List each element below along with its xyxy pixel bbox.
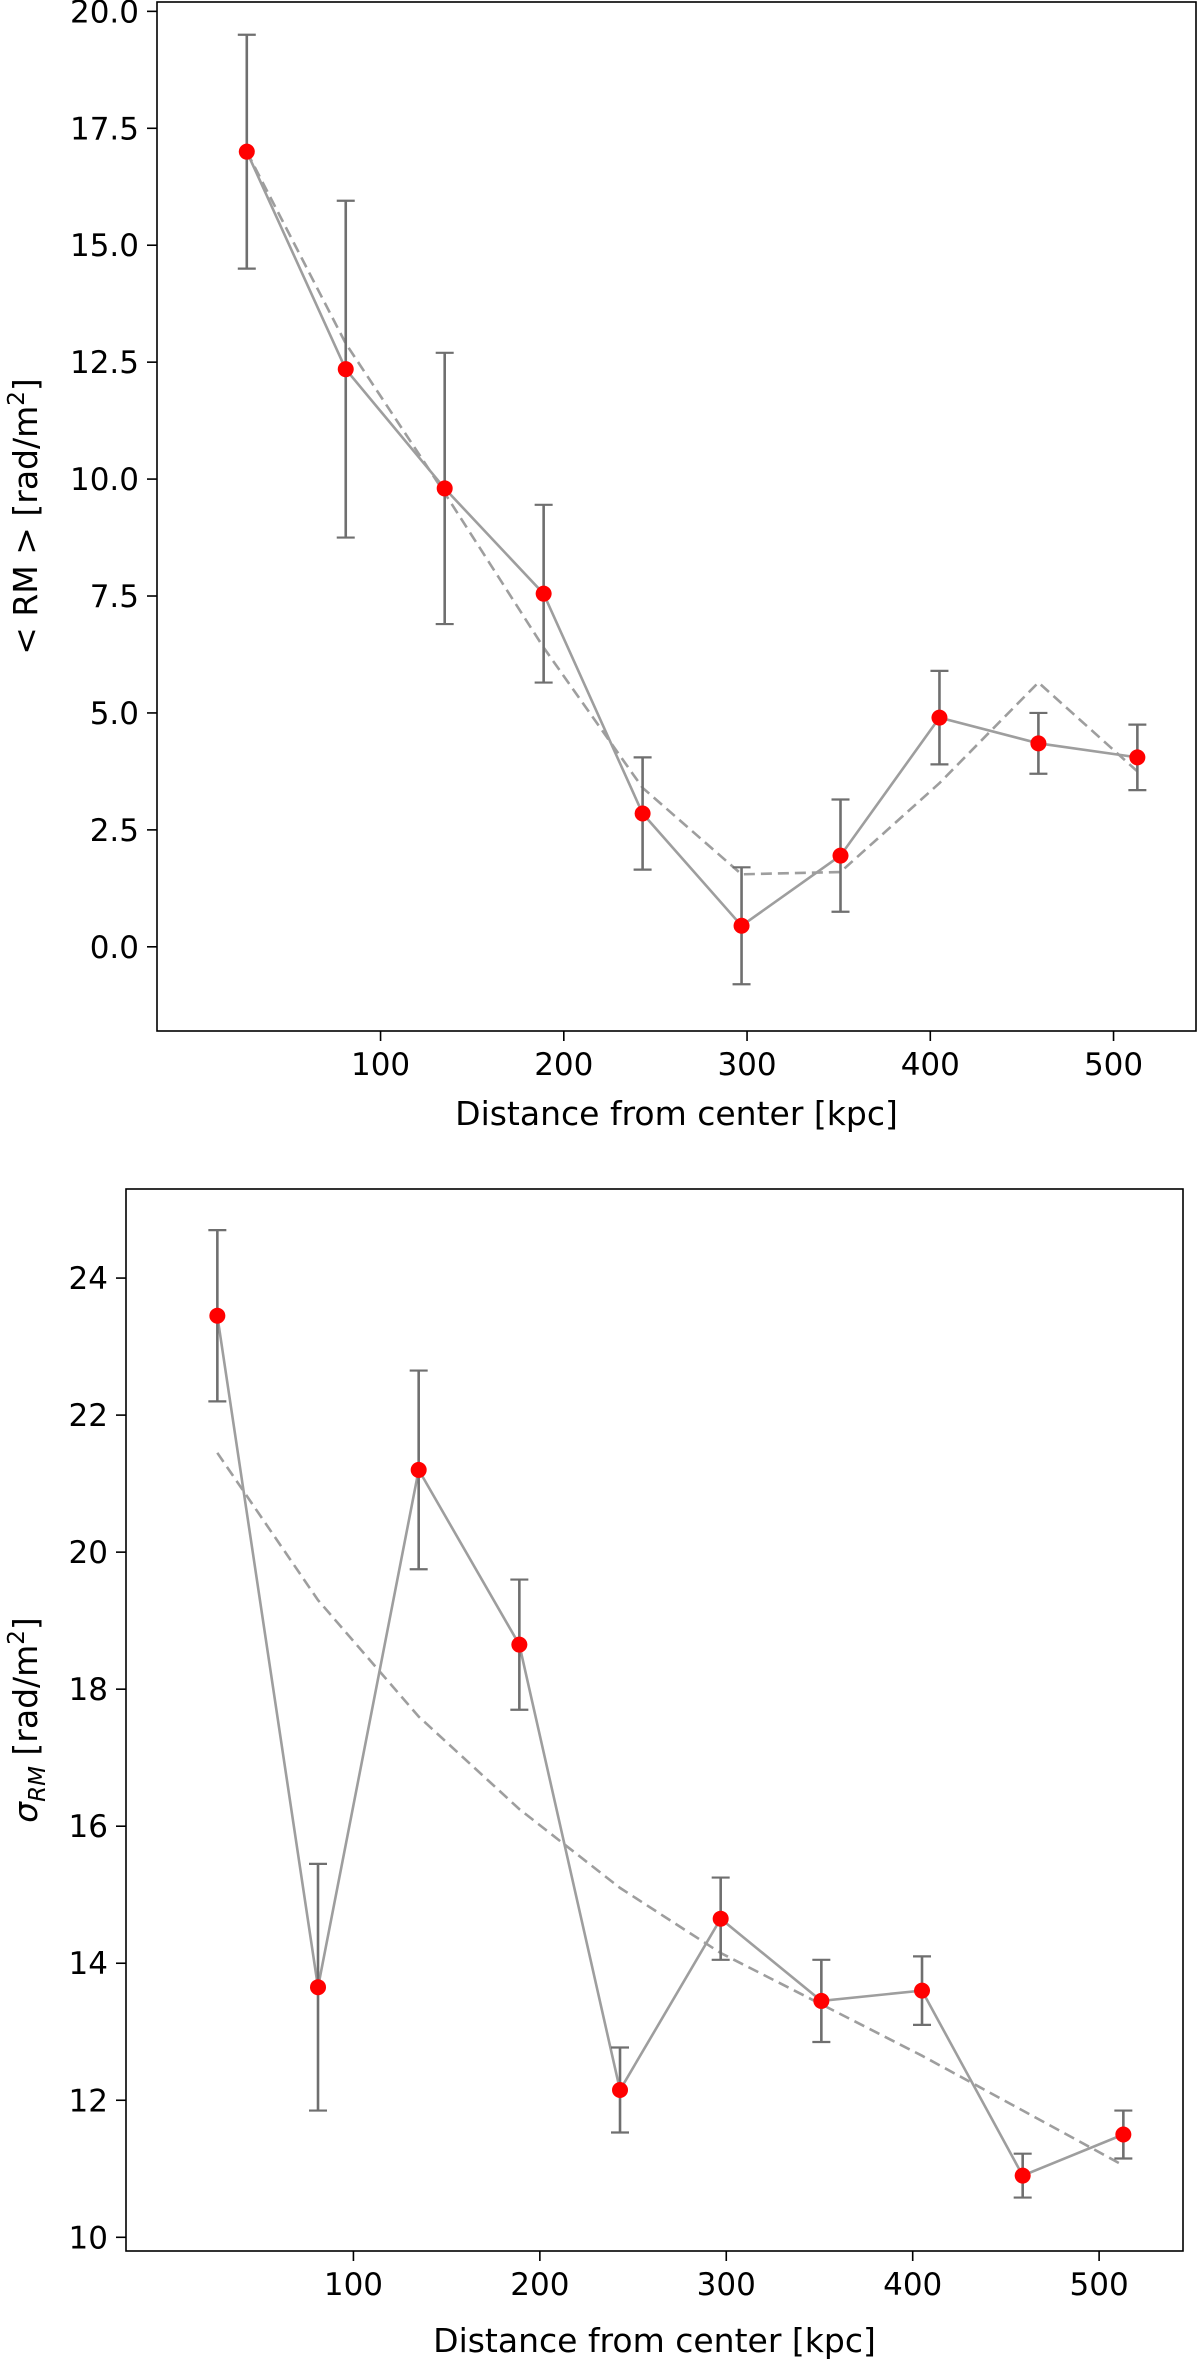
x-tick-label: 400 bbox=[883, 2267, 942, 2303]
x-tick-label: 500 bbox=[1070, 2267, 1129, 2303]
data-point bbox=[410, 1461, 427, 1478]
y-axis-label-text: [rad/m bbox=[6, 1645, 45, 1766]
data-point bbox=[931, 709, 948, 726]
data-point bbox=[436, 480, 453, 497]
y-tick-label: 20 bbox=[69, 1535, 108, 1571]
y-axis-label-subscript: RM bbox=[25, 1766, 51, 1802]
y-tick-label: 14 bbox=[69, 1946, 108, 1982]
y-tick-label: 18 bbox=[69, 1672, 108, 1708]
y-tick-label: 5.0 bbox=[90, 696, 139, 732]
y-tick-label: 17.5 bbox=[70, 111, 139, 147]
data-point bbox=[1030, 735, 1047, 752]
y-axis-label-text: < RM > [rad/m bbox=[6, 406, 45, 655]
data-point bbox=[1115, 2126, 1132, 2143]
y-tick-label: 15.0 bbox=[70, 228, 139, 264]
data-point bbox=[712, 1910, 729, 1927]
data-line bbox=[216, 1315, 1124, 2178]
data-point bbox=[337, 361, 354, 378]
x-tick-label: 100 bbox=[351, 1047, 410, 1083]
data-point bbox=[310, 1979, 327, 1996]
x-tick-label: 300 bbox=[717, 1047, 776, 1083]
x-tick-label: 500 bbox=[1084, 1047, 1143, 1083]
data-point bbox=[511, 1636, 528, 1653]
y-tick-label: 10.0 bbox=[70, 462, 139, 498]
data-point bbox=[1129, 749, 1146, 766]
y-tick-label: 12.5 bbox=[70, 345, 139, 381]
y-tick-label: 0.0 bbox=[90, 930, 139, 966]
data-point bbox=[832, 847, 849, 864]
model-dashed-line bbox=[245, 151, 1139, 876]
plot-frame bbox=[156, 1, 1197, 1032]
model-dashed-line bbox=[216, 1452, 1124, 2167]
x-tick-label: 400 bbox=[901, 1047, 960, 1083]
y-axis-label-superscript: 2 bbox=[4, 1630, 30, 1645]
y-tick-label: 12 bbox=[69, 2083, 108, 2119]
y-tick-label: 2.5 bbox=[90, 813, 139, 849]
y-tick-label: 10 bbox=[69, 2220, 108, 2256]
x-tick-label: 200 bbox=[510, 2267, 569, 2303]
data-point bbox=[535, 585, 552, 602]
y-tick-label: 7.5 bbox=[90, 579, 139, 615]
x-tick-label: 300 bbox=[697, 2267, 756, 2303]
x-axis-label: Distance from center [kpc] bbox=[433, 2321, 876, 2360]
y-tick-label: 20.0 bbox=[70, 0, 139, 30]
y-tick-label: 24 bbox=[69, 1261, 108, 1297]
x-axis-label: Distance from center [kpc] bbox=[455, 1094, 898, 1133]
x-tick-label: 100 bbox=[324, 2267, 383, 2303]
y-axis-label: σRM [rad/m2] bbox=[4, 1617, 51, 1823]
data-point bbox=[733, 917, 750, 934]
data-point bbox=[1014, 2167, 1031, 2184]
y-axis-label: < RM > [rad/m2] bbox=[4, 378, 45, 655]
y-axis-label-superscript: 2 bbox=[4, 391, 30, 406]
sigma-rm-chart: 100 200 300 400 500 10 12 14 16 18 20 22 24 Distance … bbox=[4, 1188, 1184, 2360]
data-point bbox=[238, 143, 255, 160]
plot-frame bbox=[125, 1188, 1184, 2252]
data-line bbox=[245, 151, 1138, 928]
data-point bbox=[634, 805, 651, 822]
y-axis-label-symbol: σ bbox=[6, 1801, 45, 1823]
data-point bbox=[612, 2081, 629, 2098]
data-point bbox=[914, 1982, 931, 1999]
y-axis-label-text: ] bbox=[6, 1617, 45, 1630]
x-tick-label: 200 bbox=[534, 1047, 593, 1083]
data-point bbox=[209, 1307, 226, 1324]
mean-rm-chart: 100 200 300 400 500 0.0 2.5 5.0 7.5 10.0 12.5 15.0 1… bbox=[4, 0, 1197, 1133]
y-tick-label: 16 bbox=[69, 1809, 108, 1845]
y-axis-label-text: ] bbox=[6, 378, 45, 391]
y-tick-label: 22 bbox=[69, 1398, 108, 1434]
data-point bbox=[813, 1992, 830, 2009]
